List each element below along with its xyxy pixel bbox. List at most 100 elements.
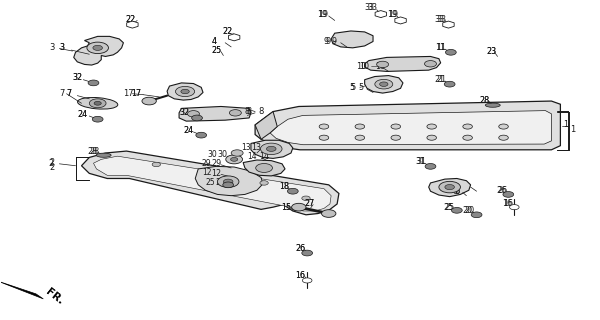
Circle shape (319, 135, 329, 140)
Text: 26: 26 (295, 244, 305, 253)
Circle shape (231, 150, 243, 156)
Text: 12: 12 (202, 168, 211, 177)
Text: 29: 29 (202, 159, 211, 168)
Polygon shape (74, 36, 124, 65)
Text: 16: 16 (295, 271, 305, 280)
Polygon shape (94, 156, 331, 211)
Text: 31: 31 (415, 157, 425, 166)
Circle shape (229, 110, 241, 116)
Circle shape (89, 99, 106, 108)
Circle shape (503, 192, 514, 197)
Circle shape (471, 212, 482, 218)
Text: 7: 7 (67, 89, 71, 98)
Text: 31: 31 (417, 157, 427, 166)
Text: 13: 13 (241, 143, 251, 152)
Text: 25: 25 (445, 203, 455, 212)
Circle shape (499, 135, 508, 140)
Polygon shape (255, 101, 560, 150)
Circle shape (187, 111, 199, 117)
Circle shape (230, 157, 238, 161)
Text: 12: 12 (211, 169, 221, 178)
Text: 6: 6 (454, 187, 460, 196)
Text: 32: 32 (179, 108, 189, 117)
Circle shape (375, 79, 393, 89)
Circle shape (391, 135, 401, 140)
Text: 18: 18 (279, 182, 289, 191)
Polygon shape (179, 107, 251, 121)
Text: 2: 2 (50, 158, 55, 167)
Text: 7: 7 (67, 89, 71, 98)
Text: 25: 25 (211, 45, 221, 55)
Circle shape (302, 250, 313, 256)
Text: 29: 29 (211, 159, 221, 168)
Text: 13: 13 (251, 143, 261, 152)
Circle shape (427, 124, 436, 129)
Text: 25: 25 (443, 203, 454, 212)
Circle shape (196, 132, 206, 138)
Text: 9: 9 (326, 37, 331, 46)
Text: 2: 2 (49, 159, 54, 168)
Circle shape (509, 204, 519, 210)
Circle shape (175, 86, 194, 97)
Text: 17: 17 (131, 89, 142, 98)
Circle shape (152, 162, 161, 167)
Text: 30: 30 (217, 150, 227, 159)
Circle shape (391, 124, 401, 129)
Text: 22: 22 (125, 15, 136, 24)
Text: 25: 25 (215, 179, 225, 188)
Polygon shape (243, 160, 285, 176)
Text: 25: 25 (211, 45, 221, 55)
Polygon shape (251, 140, 293, 158)
Circle shape (181, 89, 189, 94)
Polygon shape (82, 151, 339, 215)
Text: 10: 10 (375, 61, 385, 70)
Text: 26: 26 (496, 186, 506, 195)
Circle shape (444, 81, 455, 87)
Circle shape (427, 135, 436, 140)
Text: 6: 6 (452, 187, 458, 196)
Circle shape (377, 61, 389, 68)
Circle shape (445, 185, 454, 190)
Text: 19: 19 (387, 10, 397, 19)
Polygon shape (365, 56, 440, 71)
Text: 16: 16 (502, 199, 512, 208)
Circle shape (425, 60, 436, 67)
Circle shape (287, 188, 298, 194)
Polygon shape (167, 83, 203, 100)
Circle shape (88, 80, 99, 86)
Text: 4: 4 (211, 37, 217, 46)
Circle shape (142, 97, 157, 105)
Text: 15: 15 (281, 203, 291, 212)
Text: 2: 2 (50, 163, 55, 172)
Text: 21: 21 (434, 75, 445, 84)
Text: 7: 7 (59, 89, 65, 98)
Circle shape (266, 146, 276, 151)
Text: 23: 23 (487, 46, 497, 56)
Circle shape (256, 164, 272, 172)
Text: 4: 4 (211, 37, 217, 46)
Text: 28: 28 (88, 147, 98, 156)
Circle shape (355, 135, 365, 140)
Text: 33: 33 (365, 3, 374, 12)
Text: 1: 1 (563, 120, 568, 129)
Text: 15: 15 (281, 203, 291, 212)
Polygon shape (255, 112, 277, 139)
Text: 11: 11 (434, 43, 445, 52)
Text: 24: 24 (183, 126, 193, 135)
Text: 10: 10 (356, 61, 367, 70)
Text: 3: 3 (59, 43, 64, 52)
Circle shape (191, 115, 202, 121)
Circle shape (226, 155, 242, 164)
Text: 5: 5 (350, 83, 356, 92)
Circle shape (302, 278, 312, 283)
Text: 28: 28 (479, 96, 490, 105)
Text: 9: 9 (324, 37, 329, 46)
Polygon shape (395, 17, 406, 24)
Text: 26: 26 (497, 186, 508, 195)
Text: 24: 24 (183, 126, 193, 135)
Polygon shape (429, 179, 470, 197)
Text: 5: 5 (349, 83, 354, 92)
Text: 19: 19 (318, 10, 328, 19)
Text: 28: 28 (479, 96, 490, 105)
Text: 24: 24 (77, 110, 88, 119)
